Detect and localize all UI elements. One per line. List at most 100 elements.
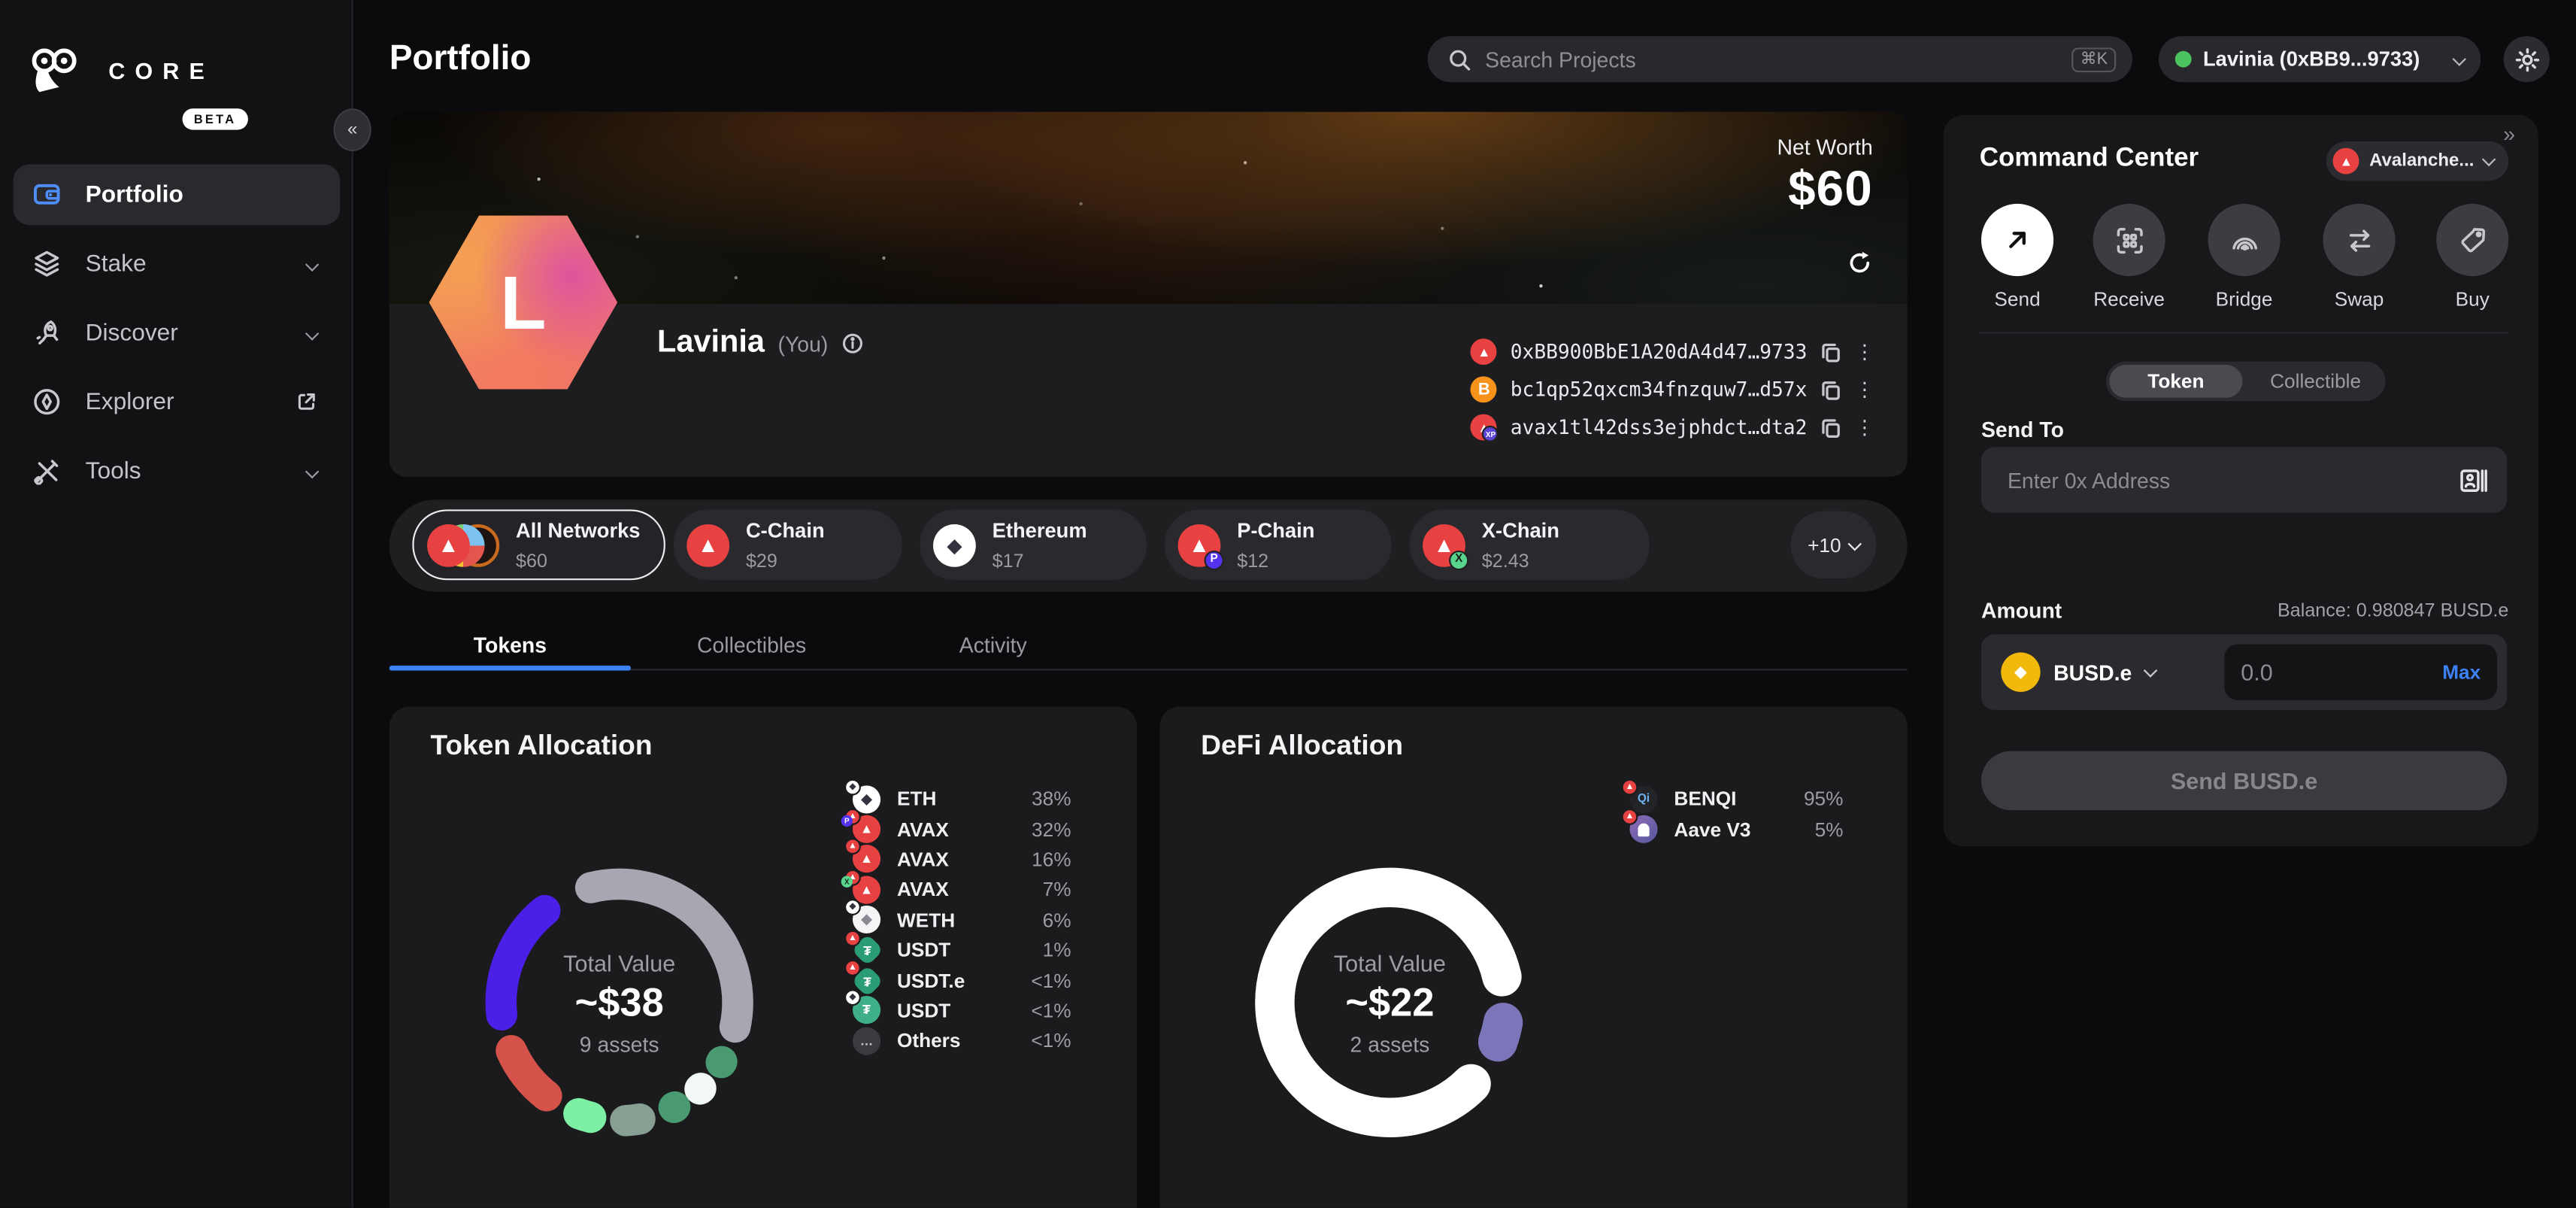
layers-icon <box>33 250 61 278</box>
copy-icon[interactable] <box>1820 341 1841 362</box>
refresh-icon[interactable] <box>1847 250 1873 276</box>
amount-input[interactable] <box>2241 659 2389 686</box>
action-label: Swap <box>2334 287 2384 311</box>
portfolio-tabs: Tokens Collectibles Activity <box>389 621 1908 674</box>
search-input[interactable] <box>1485 47 2072 72</box>
sidebar-item-discover[interactable]: Discover <box>13 302 340 363</box>
network-chip-c-chain[interactable]: ▲ C-Chain $29 <box>673 509 902 581</box>
legend-row: ▲ Aave V3 5% <box>1621 809 1843 844</box>
copy-icon[interactable] <box>1820 417 1841 438</box>
buy-button[interactable]: Buy <box>2426 203 2518 311</box>
max-button[interactable]: Max <box>2442 660 2481 684</box>
sidebar-item-label: Stake <box>85 250 147 278</box>
all-networks-icon: ▲ <box>427 523 500 566</box>
donut-center-value: ~$22 <box>1345 980 1435 1025</box>
account-label: Lavinia (0xBB9...9733) <box>2202 47 2420 71</box>
wallet-icon <box>33 181 61 208</box>
address-text: avax1tl42dss3ejphdct…dta2 <box>1510 415 1808 439</box>
net-worth-value: $60 <box>1788 162 1873 217</box>
network-value: $2.43 <box>1481 551 1529 572</box>
address-text: 0xBB900BbE1A20dA4d47…9733 <box>1510 340 1808 363</box>
settings-button[interactable] <box>2503 36 2550 83</box>
usdt-avax-icon: ₮ ▲ <box>844 929 883 967</box>
legend-row: ₮ ▲ USDT.e <1% <box>844 960 1071 997</box>
qr-receive-icon <box>2093 203 2165 277</box>
action-label: Receive <box>2093 287 2165 311</box>
network-select[interactable]: ▲ Avalanche... <box>2326 141 2509 181</box>
sidebar-item-stake[interactable]: Stake <box>13 233 340 294</box>
network-value: $60 <box>516 551 547 572</box>
network-chip-p-chain[interactable]: ▲ P P-Chain $12 <box>1165 509 1392 581</box>
asset-type-toggle: Token Collectible <box>2106 361 2386 402</box>
token-symbol: BUSD.e <box>2053 660 2132 685</box>
address-menu-icon[interactable]: ⋮ <box>1854 340 1874 363</box>
address-menu-icon[interactable]: ⋮ <box>1854 378 1874 402</box>
net-worth-label: Net Worth <box>1777 135 1873 159</box>
network-value: $29 <box>745 551 777 572</box>
receive-button[interactable]: Receive <box>2083 203 2174 311</box>
token-allocation-donut: Total Value ~$38 9 assets <box>463 846 775 1158</box>
busd-icon: ◆ <box>2001 652 2041 692</box>
action-label: Send <box>1994 287 2041 311</box>
info-icon[interactable] <box>841 332 865 355</box>
sidebar-item-explorer[interactable]: Explorer <box>13 372 340 433</box>
tab-tokens[interactable]: Tokens <box>473 633 547 657</box>
sidebar-item-tools[interactable]: Tools <box>13 441 340 502</box>
swap-button[interactable]: Swap <box>2313 203 2405 311</box>
avalanche-icon: ▲ <box>1471 338 1498 366</box>
address-menu-icon[interactable]: ⋮ <box>1854 415 1874 439</box>
bridge-button[interactable]: Bridge <box>2198 203 2290 311</box>
avalanche-icon: ▲ <box>686 523 730 566</box>
more-networks-button[interactable]: +10 <box>1790 511 1877 579</box>
address-list: ▲ 0xBB900BbE1A20dA4d47…9733 ⋮ B bc1qp52q… <box>1471 338 1874 442</box>
weth-icon: ◆ ◆ <box>844 899 881 934</box>
core-logo: CORE <box>26 46 214 96</box>
legend-row: ◆ ◆ ETH 38% <box>844 778 1071 814</box>
network-chip-ethereum[interactable]: ◆ Ethereum $17 <box>920 509 1147 581</box>
copy-icon[interactable] <box>1820 379 1841 400</box>
search-bar[interactable]: ⌘K <box>1427 36 2133 83</box>
legend-row: … Others <1% <box>852 1026 1071 1056</box>
chevron-down-icon <box>2452 52 2467 66</box>
network-name: All Networks <box>516 518 641 542</box>
sidebar-item-portfolio[interactable]: Portfolio <box>13 164 341 226</box>
donut-center-sub: 9 assets <box>579 1031 659 1056</box>
donut-center-label: Total Value <box>563 948 676 976</box>
toggle-token[interactable]: Token <box>2109 365 2243 398</box>
address-row-c-chain: ▲ 0xBB900BbE1A20dA4d47…9733 ⋮ <box>1471 338 1874 366</box>
bitcoin-icon: B <box>1471 376 1498 403</box>
chevron-down-icon <box>305 326 320 340</box>
avax-x-icon: ▲ ▲ X <box>841 869 881 904</box>
donut-center-value: ~$38 <box>574 980 664 1025</box>
panel-collapse-icon[interactable]: » <box>2503 121 2516 147</box>
avalanche-icon: ▲ <box>2333 147 2359 175</box>
contacts-icon[interactable] <box>2459 468 2487 493</box>
toggle-collectible[interactable]: Collectible <box>2270 369 2362 393</box>
send-button[interactable]: Send <box>1971 203 2063 311</box>
address-row-bitcoin: B bc1qp52qxcm34fnzquw7…d57x ⋮ <box>1471 376 1874 403</box>
brand-name: CORE <box>108 57 215 84</box>
send-submit-button[interactable]: Send BUSD.e <box>1980 751 2508 811</box>
tab-collectibles[interactable]: Collectibles <box>696 633 807 657</box>
token-select[interactable]: ◆ BUSD.e <box>2001 634 2157 710</box>
network-select-label: Avalanche... <box>2369 151 2474 171</box>
network-name: X-Chain <box>1481 518 1559 542</box>
tab-activity[interactable]: Activity <box>959 633 1027 657</box>
donut-center-sub: 2 assets <box>1350 1031 1430 1056</box>
sidebar-item-label: Explorer <box>85 388 174 415</box>
beta-badge: BETA <box>182 108 248 130</box>
defi-legend: Qi ▲ BENQI 95% ▲ Aave V3 5% <box>1621 778 1843 844</box>
address-input[interactable] <box>2007 467 2459 493</box>
network-chip-all[interactable]: ▲ All Networks $60 <box>412 509 665 581</box>
account-menu[interactable]: Lavinia (0xBB9...9733) <box>2158 36 2481 83</box>
sidebar-collapse-button[interactable]: « <box>333 108 371 152</box>
chevron-down-icon <box>1847 536 1862 551</box>
action-label: Buy <box>2455 287 2490 311</box>
network-chip-x-chain[interactable]: ▲ X X-Chain $2.43 <box>1409 509 1650 581</box>
legend-row: Qi ▲ BENQI 95% <box>1621 778 1843 814</box>
chevron-down-icon <box>2481 152 2496 167</box>
swap-arrows-icon <box>2323 203 2396 277</box>
send-to-label: Send To <box>1980 417 2064 442</box>
account-name: Lavinia <box>656 325 765 360</box>
